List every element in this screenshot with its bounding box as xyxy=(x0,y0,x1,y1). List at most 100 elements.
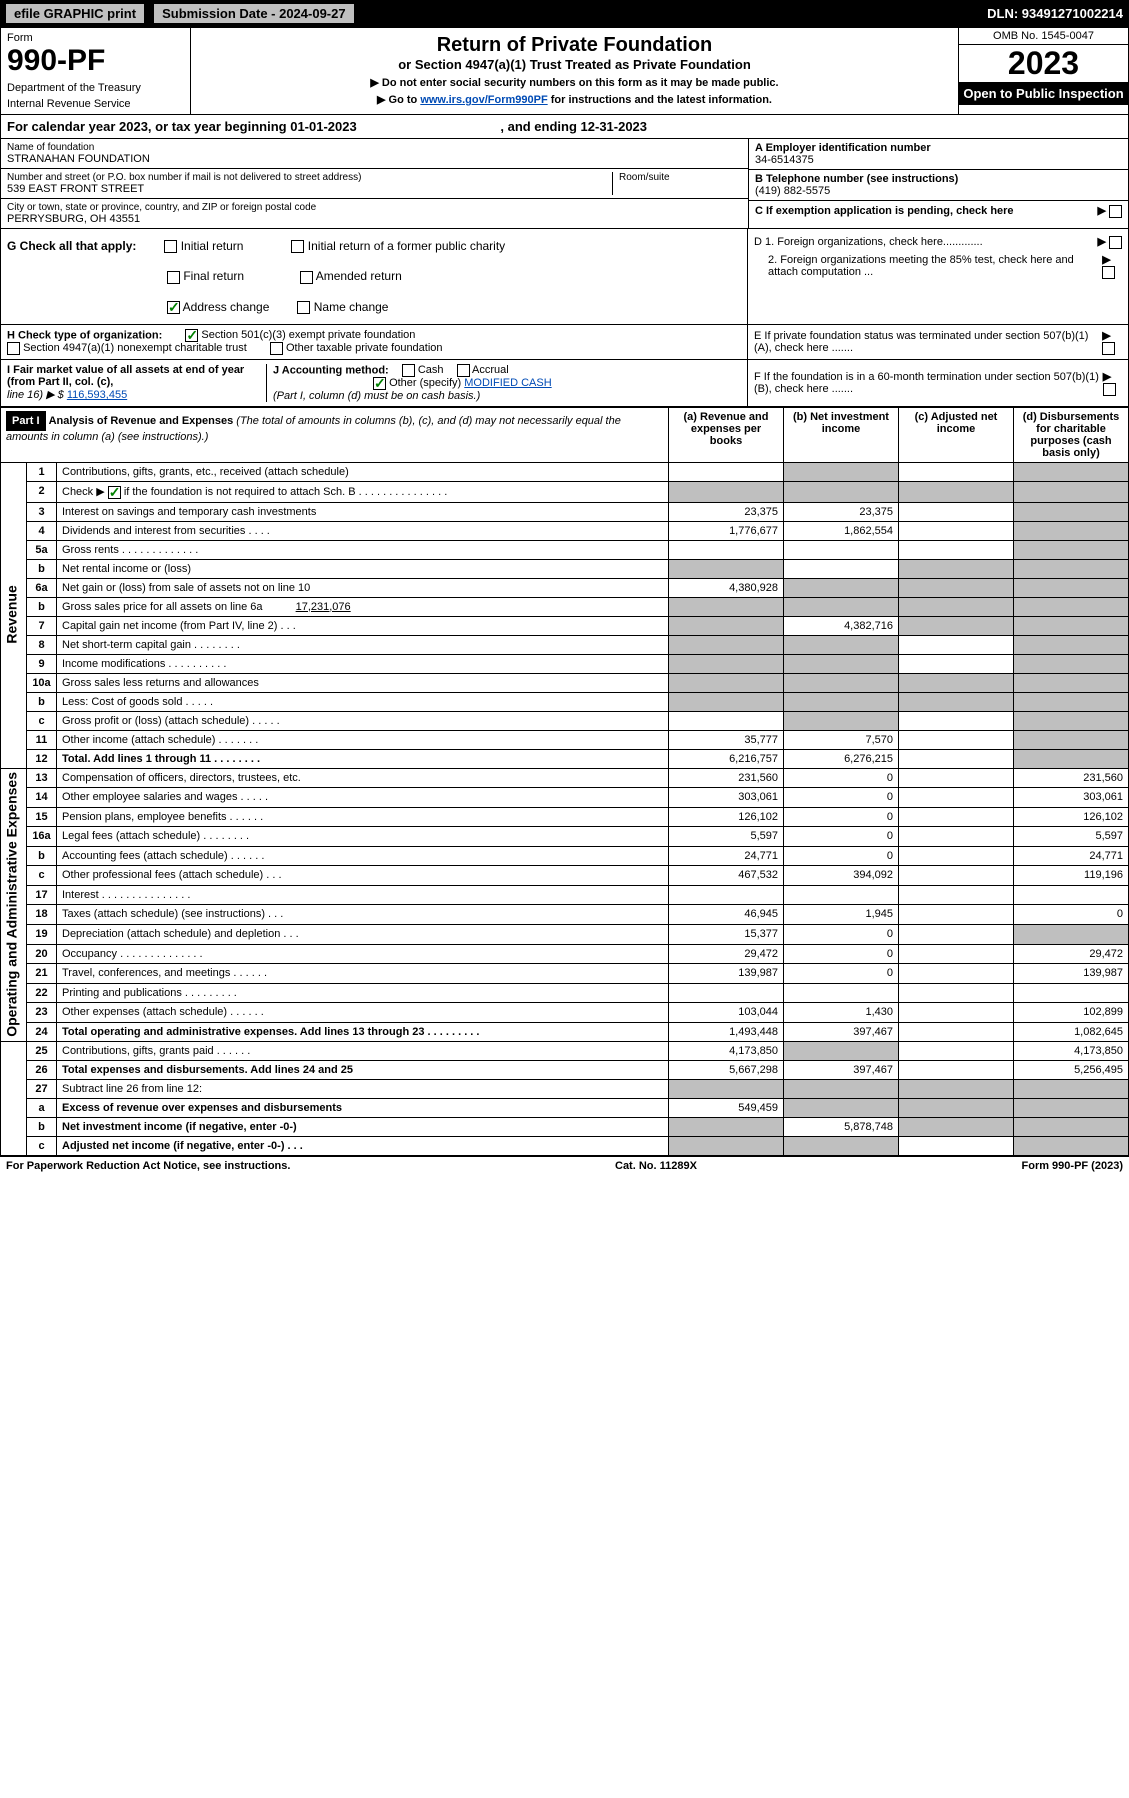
d1-checkbox[interactable] xyxy=(1109,236,1122,249)
foundation-name: STRANAHAN FOUNDATION xyxy=(7,153,742,165)
table-row: 2Check ▶ if the foundation is not requir… xyxy=(1,481,1129,502)
form-ref: Form 990-PF (2023) xyxy=(1022,1160,1123,1172)
501c3-checkbox[interactable] xyxy=(185,329,198,342)
d2-label: 2. Foreign organizations meeting the 85%… xyxy=(754,254,1102,278)
table-row: cAdjusted net income (if negative, enter… xyxy=(1,1137,1129,1156)
i-line: line 16) ▶ $ xyxy=(7,389,64,401)
col-c-header: (c) Adjusted net income xyxy=(899,407,1014,462)
c-exemption-label: C If exemption application is pending, c… xyxy=(755,205,1014,217)
f-checkbox[interactable] xyxy=(1103,383,1116,396)
table-row: 17Interest . . . . . . . . . . . . . . . xyxy=(1,885,1129,905)
table-row: 7Capital gain net income (from Part IV, … xyxy=(1,616,1129,635)
address-change-checkbox[interactable] xyxy=(167,301,180,314)
table-row: Revenue 1Contributions, gifts, grants, e… xyxy=(1,462,1129,481)
table-row: 14Other employee salaries and wages . . … xyxy=(1,788,1129,808)
foundation-city: PERRYSBURG, OH 43551 xyxy=(7,213,742,225)
table-row: bNet investment income (if negative, ent… xyxy=(1,1118,1129,1137)
omb-number: OMB No. 1545-0047 xyxy=(959,28,1128,45)
open-to-public: Open to Public Inspection xyxy=(959,82,1128,105)
table-row: 18Taxes (attach schedule) (see instructi… xyxy=(1,905,1129,925)
name-label: Name of foundation xyxy=(7,142,742,153)
tel-label: B Telephone number (see instructions) xyxy=(755,173,1122,185)
other-method-checkbox[interactable] xyxy=(373,377,386,390)
d1-label: D 1. Foreign organizations, check here..… xyxy=(754,236,983,248)
table-row: 27Subtract line 26 from line 12: xyxy=(1,1080,1129,1099)
table-row: Operating and Administrative Expenses 13… xyxy=(1,768,1129,788)
table-row: aExcess of revenue over expenses and dis… xyxy=(1,1099,1129,1118)
form-subtitle: or Section 4947(a)(1) Trust Treated as P… xyxy=(197,57,952,72)
expenses-label: Operating and Administrative Expenses xyxy=(1,768,27,1042)
form-number: 990-PF xyxy=(7,44,184,78)
accrual-checkbox[interactable] xyxy=(457,364,470,377)
form-label: Form xyxy=(7,32,184,44)
table-row: 3Interest on savings and temporary cash … xyxy=(1,502,1129,521)
calendar-year-row: For calendar year 2023, or tax year begi… xyxy=(0,115,1129,139)
table-row: 20Occupancy . . . . . . . . . . . . . .2… xyxy=(1,944,1129,964)
efile-print-button[interactable]: efile GRAPHIC print xyxy=(6,4,144,23)
foundation-info: Name of foundation STRANAHAN FOUNDATION … xyxy=(0,139,1129,229)
table-row: 9Income modifications . . . . . . . . . … xyxy=(1,654,1129,673)
c-checkbox[interactable] xyxy=(1109,205,1122,218)
page-footer: For Paperwork Reduction Act Notice, see … xyxy=(0,1156,1129,1175)
table-row: bGross sales price for all assets on lin… xyxy=(1,597,1129,616)
top-bar: efile GRAPHIC print Submission Date - 20… xyxy=(0,0,1129,27)
e-checkbox[interactable] xyxy=(1102,342,1115,355)
table-row: cGross profit or (loss) (attach schedule… xyxy=(1,711,1129,730)
final-return-checkbox[interactable] xyxy=(167,271,180,284)
i-label: I Fair market value of all assets at end… xyxy=(7,364,244,388)
revenue-label: Revenue xyxy=(1,462,27,768)
ein-value: 34-6514375 xyxy=(755,154,1122,166)
f-label: F If the foundation is in a 60-month ter… xyxy=(754,371,1103,395)
irs-link[interactable]: www.irs.gov/Form990PF xyxy=(420,94,547,106)
addr-label: Number and street (or P.O. box number if… xyxy=(7,172,612,183)
4947-checkbox[interactable] xyxy=(7,342,20,355)
sch-b-checkbox[interactable] xyxy=(108,486,121,499)
table-row: bLess: Cost of goods sold . . . . . xyxy=(1,692,1129,711)
table-row: 12Total. Add lines 1 through 11 . . . . … xyxy=(1,749,1129,768)
form-header: Form 990-PF Department of the Treasury I… xyxy=(0,27,1129,115)
col-a-header: (a) Revenue and expenses per books xyxy=(669,407,784,462)
fmv-value[interactable]: 116,593,455 xyxy=(67,389,127,401)
initial-former-checkbox[interactable] xyxy=(291,240,304,253)
part1-title: Analysis of Revenue and Expenses xyxy=(49,415,234,427)
form-title: Return of Private Foundation xyxy=(197,34,952,57)
e-label: E If private foundation status was termi… xyxy=(754,330,1102,354)
d2-checkbox[interactable] xyxy=(1102,266,1115,279)
submission-date: Submission Date - 2024-09-27 xyxy=(154,4,354,23)
j-label: J Accounting method: xyxy=(273,364,389,376)
table-row: 8Net short-term capital gain . . . . . .… xyxy=(1,635,1129,654)
table-row: 24Total operating and administrative exp… xyxy=(1,1022,1129,1042)
table-row: 19Depreciation (attach schedule) and dep… xyxy=(1,924,1129,944)
other-taxable-checkbox[interactable] xyxy=(270,342,283,355)
col-d-header: (d) Disbursements for charitable purpose… xyxy=(1014,407,1129,462)
table-row: 6aNet gain or (loss) from sale of assets… xyxy=(1,578,1129,597)
table-row: 25Contributions, gifts, grants paid . . … xyxy=(1,1042,1129,1061)
table-row: 22Printing and publications . . . . . . … xyxy=(1,983,1129,1003)
city-label: City or town, state or province, country… xyxy=(7,202,742,213)
table-row: 26Total expenses and disbursements. Add … xyxy=(1,1061,1129,1080)
room-label: Room/suite xyxy=(619,172,742,183)
table-row: 15Pension plans, employee benefits . . .… xyxy=(1,807,1129,827)
name-change-checkbox[interactable] xyxy=(297,301,310,314)
table-row: bAccounting fees (attach schedule) . . .… xyxy=(1,846,1129,866)
dln-number: DLN: 93491271002214 xyxy=(987,6,1123,21)
table-row: 4Dividends and interest from securities … xyxy=(1,521,1129,540)
g-label: G Check all that apply: xyxy=(7,239,136,253)
ein-label: A Employer identification number xyxy=(755,142,1122,154)
table-row: 16aLegal fees (attach schedule) . . . . … xyxy=(1,827,1129,847)
dept-treasury: Department of the Treasury xyxy=(7,82,184,94)
col-b-header: (b) Net investment income xyxy=(784,407,899,462)
part1-table: Part I Analysis of Revenue and Expenses … xyxy=(0,407,1129,1156)
irs-label: Internal Revenue Service xyxy=(7,98,184,110)
part1-label: Part I xyxy=(6,411,46,431)
cash-checkbox[interactable] xyxy=(402,364,415,377)
amended-checkbox[interactable] xyxy=(300,271,313,284)
tel-value: (419) 882-5575 xyxy=(755,185,1122,197)
h-label: H Check type of organization: xyxy=(7,329,162,341)
initial-return-checkbox[interactable] xyxy=(164,240,177,253)
catalog-number: Cat. No. 11289X xyxy=(615,1160,697,1172)
paperwork-notice: For Paperwork Reduction Act Notice, see … xyxy=(6,1160,290,1172)
tax-year: 2023 xyxy=(959,45,1128,82)
table-row: 5aGross rents . . . . . . . . . . . . . xyxy=(1,540,1129,559)
instruction-ssn: ▶ Do not enter social security numbers o… xyxy=(197,76,952,89)
